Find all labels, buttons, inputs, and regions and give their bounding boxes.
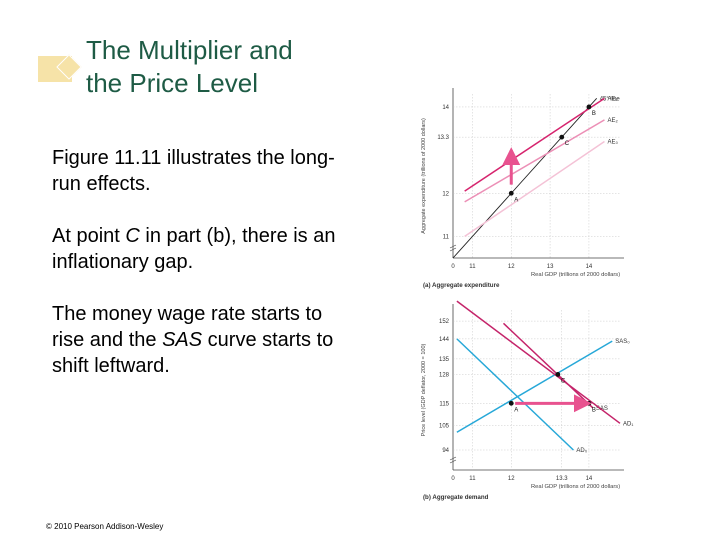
- series-line-ad: [456, 300, 621, 424]
- copyright: © 2010 Pearson Addison-Wesley: [46, 522, 164, 531]
- bullet-3-em: SAS: [162, 329, 203, 351]
- axis-break-icon: [449, 244, 457, 252]
- series-line-ae: [464, 97, 605, 192]
- series-label-ae: AE₁: [607, 96, 617, 102]
- y-tick-label: 115: [439, 401, 449, 407]
- point-a: [508, 400, 514, 406]
- series-label-45-line: 45° line: [600, 96, 621, 102]
- y-tick-label: 13.3: [437, 135, 449, 141]
- series-line-ae: [464, 140, 605, 238]
- point-label-b: B: [592, 111, 596, 117]
- point-label-c: C: [565, 141, 570, 147]
- series-label-ad: AD₁: [623, 421, 633, 427]
- series-line-45-line: [452, 98, 598, 259]
- chart-aggregate-expenditure: Aggregate expenditure (trillions of 2000…: [421, 88, 624, 289]
- point-label-b: B: [592, 407, 596, 413]
- x-axis-label: Real GDP (trillions of 2000 dollars): [531, 272, 620, 278]
- title-line-1: The Multiplier and: [86, 35, 293, 65]
- y-tick-label: 94: [442, 448, 449, 454]
- bullet-2: At point C in part (b), there is an infl…: [52, 223, 352, 275]
- y-tick-label: 144: [439, 337, 450, 343]
- series-label-sas: SAS₀: [615, 339, 630, 345]
- series-line-sas: [502, 322, 594, 409]
- x-tick-label: 14: [586, 476, 593, 482]
- point-label-a: A: [514, 197, 518, 203]
- x-tick-label: 11: [469, 264, 476, 270]
- series-label-ad: AD₀: [576, 448, 587, 454]
- chart-aggregate-demand: Price level (GDP deflator, 2000 = 100) 15…: [421, 300, 633, 501]
- point-c: [559, 134, 565, 140]
- point-a: [508, 190, 514, 196]
- x-tick-label: 0: [451, 264, 455, 270]
- y-tick-label: 14: [442, 105, 449, 111]
- series-line-ad: [456, 338, 574, 451]
- series-line-ae: [464, 119, 605, 203]
- bullet-2-pre: At point: [52, 225, 126, 247]
- x-tick-label: 13: [547, 264, 554, 270]
- y-tick-label: 152: [439, 319, 450, 325]
- bullet-1: Figure 11.11 illustrates the long-run ef…: [52, 147, 335, 195]
- bullet-3: The money wage rate starts to rise and t…: [52, 301, 352, 379]
- y-tick-label: 11: [443, 234, 450, 240]
- point-c: [555, 372, 561, 377]
- point-label-a: A: [514, 407, 518, 413]
- chart-caption: (b) Aggregate demand: [423, 494, 489, 501]
- y-tick-label: 135: [439, 357, 450, 363]
- point-b: [586, 104, 592, 110]
- x-tick-label: 12: [508, 476, 515, 482]
- series-label-ae: AE₂: [607, 118, 618, 124]
- bullet-3-pre: The money wage rate starts to rise and t…: [52, 303, 323, 351]
- title-line-2: the Price Level: [86, 68, 258, 98]
- x-tick-label: 12: [508, 264, 515, 270]
- y-axis-label: Price level (GDP deflator, 2000 = 100): [421, 343, 427, 436]
- slide-title: The Multiplier and the Price Level: [86, 34, 406, 100]
- x-tick-label: 14: [586, 264, 593, 270]
- y-tick-label: 12: [442, 191, 449, 197]
- bullet-2-post: in part (b), there is an inflationary ga…: [52, 225, 336, 273]
- chart-caption: (a) Aggregate expenditure: [423, 282, 500, 289]
- axis-break-icon: [449, 456, 457, 464]
- series-label-ae: AE₀: [607, 139, 618, 145]
- y-tick-label: 128: [439, 372, 450, 378]
- point-label-c: C: [561, 378, 566, 384]
- series-line-sas: [456, 340, 613, 433]
- x-axis-label: Real GDP (trillions of 2000 dollars): [531, 484, 620, 490]
- x-tick-label: 0: [451, 476, 455, 482]
- x-tick-label: 11: [469, 476, 476, 482]
- y-tick-label: 105: [439, 424, 450, 430]
- x-tick-label: 13.3: [556, 476, 568, 482]
- bullet-2-em: C: [125, 225, 140, 247]
- y-axis-label: Aggregate expenditure (trillions of 2000…: [421, 118, 427, 234]
- bullet-3-post: curve starts to shift leftward.: [52, 329, 334, 377]
